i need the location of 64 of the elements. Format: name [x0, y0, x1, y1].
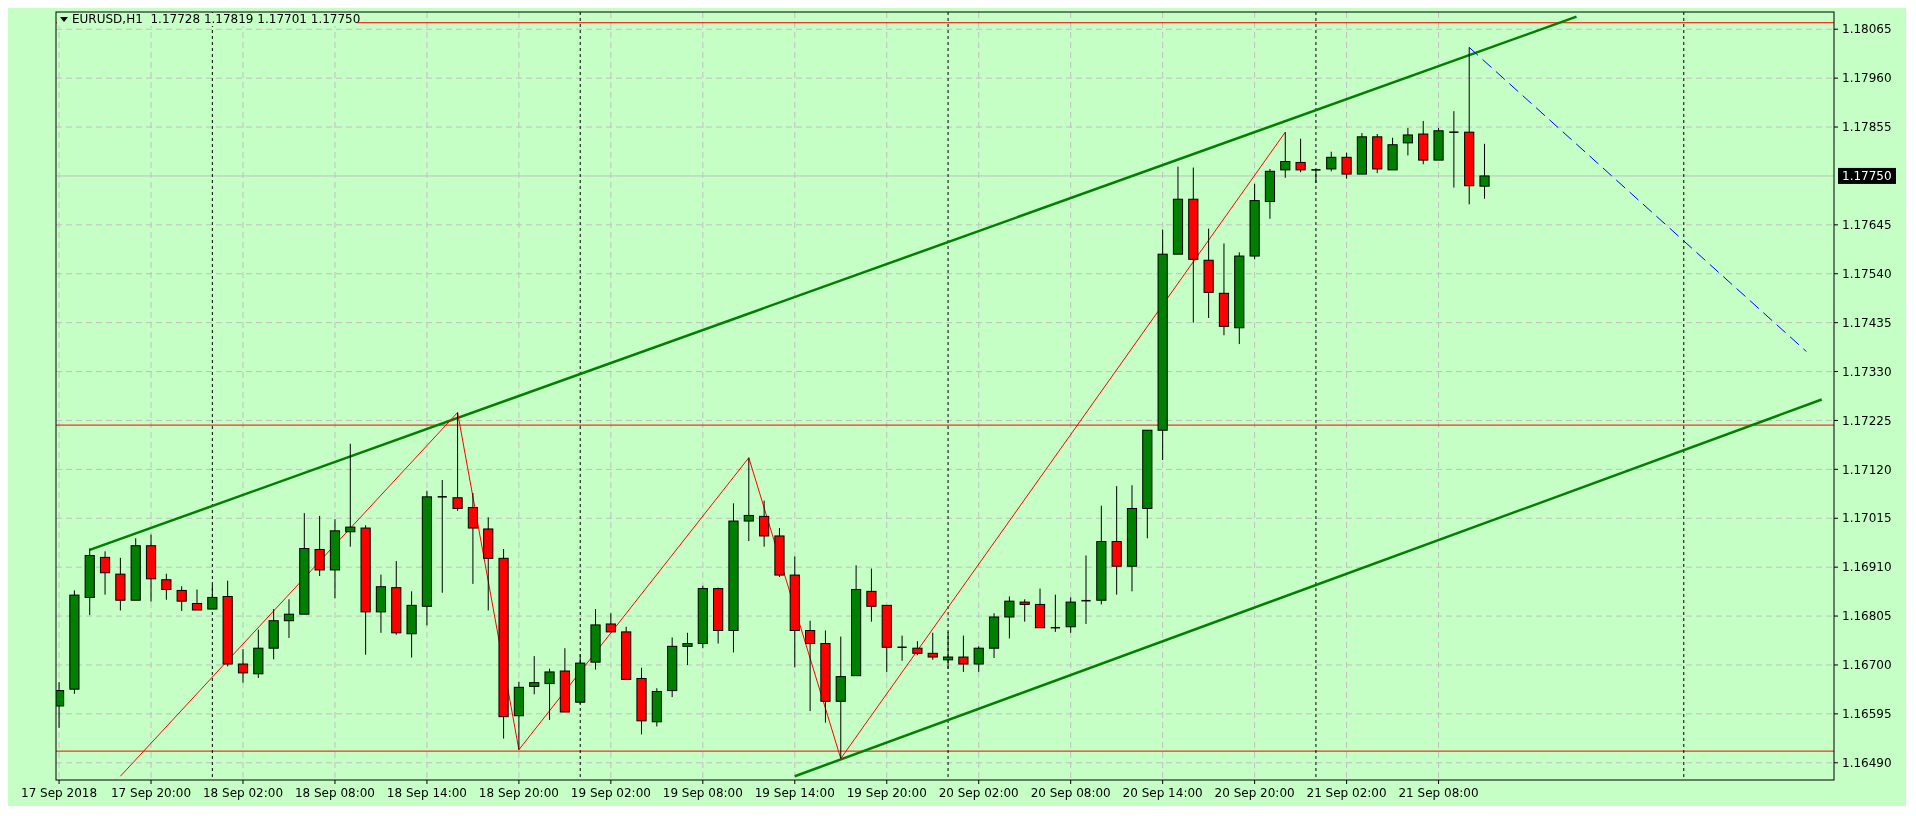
- candlestick: [866, 568, 877, 623]
- x-tick-label: 19 Sep 02:00: [570, 786, 651, 800]
- candlestick: [1295, 138, 1306, 173]
- candlestick: [191, 589, 203, 611]
- y-tick-label: 1.17225: [1842, 413, 1892, 428]
- candlestick: [973, 645, 984, 673]
- y-tick-label: 1.16700: [1842, 658, 1892, 673]
- y-tick-label: 1.17015: [1842, 511, 1892, 526]
- candlestick: [605, 612, 616, 633]
- candlestick: [176, 585, 187, 612]
- y-tick-label: 1.16910: [1842, 560, 1892, 575]
- candlestick: [283, 598, 295, 639]
- x-tick-label: 18 Sep 14:00: [386, 786, 467, 800]
- candlestick: [1004, 596, 1015, 639]
- y-tick-label: 1.17540: [1842, 266, 1892, 281]
- x-tick-label: 19 Sep 08:00: [662, 786, 743, 800]
- candlestick: [161, 573, 172, 601]
- x-tick-label: 20 Sep 14:00: [1122, 786, 1203, 800]
- chart-title: EURUSD,H1 1.17728 1.17819 1.17701 1.17750: [72, 12, 361, 26]
- candlestick: [1280, 131, 1291, 179]
- candlestick: [237, 648, 249, 684]
- candlestick: [99, 550, 111, 596]
- candlestick: [1448, 110, 1460, 189]
- x-tick-label: 19 Sep 14:00: [754, 786, 835, 800]
- candlestick: [1479, 143, 1490, 200]
- y-tick-label: 1.17645: [1842, 218, 1892, 233]
- x-tick-label: 18 Sep 20:00: [478, 786, 559, 800]
- candlestick: [1326, 151, 1337, 172]
- y-tick-label: 1.17330: [1842, 364, 1892, 379]
- y-tick-label: 1.16490: [1842, 755, 1892, 770]
- candlestick: [1341, 152, 1352, 180]
- y-tick-label: 1.17855: [1842, 120, 1892, 135]
- x-tick-label: 18 Sep 02:00: [202, 786, 284, 800]
- candlestick: [529, 655, 540, 695]
- candlestick: [1034, 588, 1046, 629]
- y-tick-label: 1.17960: [1842, 71, 1892, 86]
- candlestick: [314, 515, 325, 577]
- candlestick: [467, 492, 479, 585]
- ref-line-label: 1.17750: [1842, 169, 1892, 184]
- x-tick-label: 19 Sep 20:00: [846, 786, 927, 800]
- candlestick: [1019, 598, 1030, 623]
- candlestick: [805, 620, 816, 712]
- candlestick: [436, 479, 448, 594]
- candlestick: [958, 635, 969, 673]
- y-tick-label: 1.17435: [1842, 315, 1892, 330]
- x-tick-label: 21 Sep 08:00: [1398, 786, 1479, 800]
- candlestick: [743, 457, 754, 542]
- x-tick-label: 21 Sep 02:00: [1306, 786, 1387, 800]
- y-tick-label: 1.16595: [1842, 707, 1892, 722]
- candlestick: [682, 632, 693, 666]
- x-tick-label: 20 Sep 08:00: [1030, 786, 1111, 800]
- x-tick-label: 17 Sep 20:00: [110, 786, 192, 800]
- x-tick-label: 20 Sep 20:00: [1214, 786, 1295, 800]
- x-tick-label: 20 Sep 02:00: [938, 786, 1019, 800]
- candlestick: [927, 632, 938, 661]
- x-tick-label: 18 Sep 08:00: [294, 786, 376, 800]
- candlestick: [759, 500, 770, 548]
- candlestick: [1402, 127, 1413, 156]
- y-tick-label: 1.18065: [1842, 22, 1892, 37]
- y-tick-label: 1.17120: [1842, 462, 1892, 477]
- y-tick-label: 1.16805: [1842, 609, 1892, 624]
- candlestick: [544, 668, 555, 721]
- x-tick-label: 17 Sep 2018: [21, 786, 98, 800]
- candlestick: [345, 443, 356, 548]
